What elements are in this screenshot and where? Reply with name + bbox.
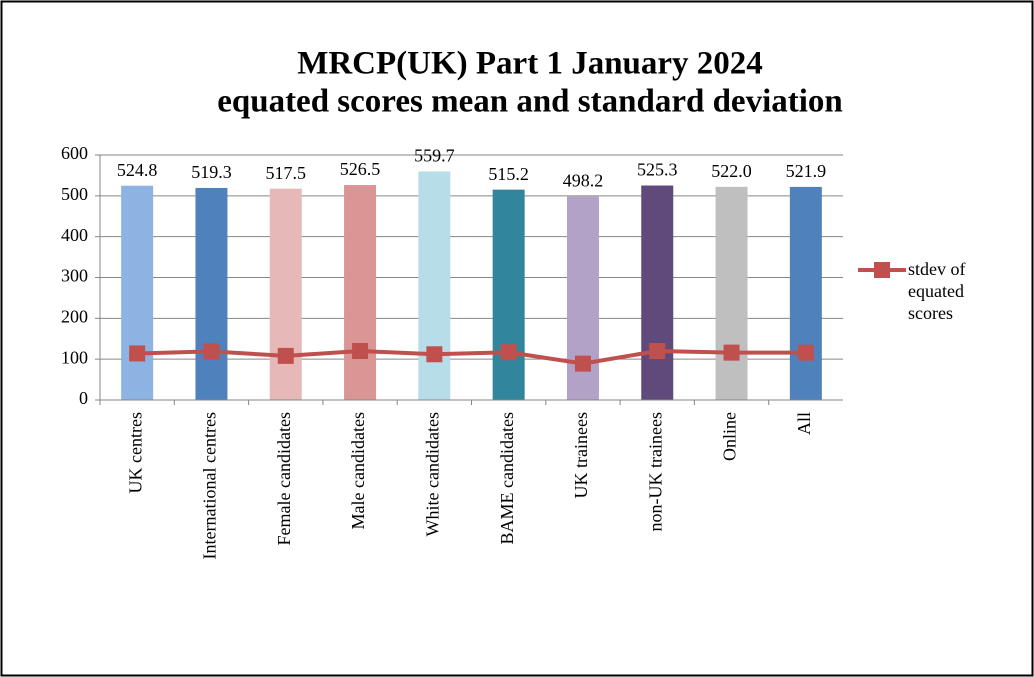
bar xyxy=(641,185,674,400)
data-label: 521.9 xyxy=(786,161,827,181)
y-tick-label: 200 xyxy=(61,306,88,326)
marker xyxy=(352,343,369,359)
data-label: 522.0 xyxy=(711,161,752,181)
x-tick-label: UK centres xyxy=(125,412,145,493)
bar xyxy=(269,188,302,400)
bar xyxy=(789,186,822,400)
marker xyxy=(649,343,666,359)
chart-title: equated scores mean and standard deviati… xyxy=(217,84,843,120)
legend: stdev of equated scores xyxy=(908,259,966,323)
x-tick-label: Male candidates xyxy=(348,412,368,529)
x-tick-label: All xyxy=(794,412,814,435)
y-tick-label: 400 xyxy=(61,225,88,245)
marker xyxy=(500,344,517,361)
bar xyxy=(715,186,748,400)
x-tick-label: White candidates xyxy=(422,412,442,536)
bar xyxy=(492,189,525,400)
marker xyxy=(203,343,220,360)
x-tick-label: Online xyxy=(720,412,740,461)
data-label: 559.7 xyxy=(414,146,455,166)
x-tick-label: BAME candidates xyxy=(497,412,517,544)
data-label: 524.8 xyxy=(117,160,158,180)
marker xyxy=(797,344,814,361)
marker xyxy=(129,345,146,362)
y-tick-label: 0 xyxy=(79,388,88,408)
line xyxy=(137,348,806,366)
data-label: 526.5 xyxy=(340,159,381,179)
legend-label: stdev of equated scores xyxy=(908,259,966,323)
marker xyxy=(426,346,443,363)
data-label: 517.5 xyxy=(266,163,307,183)
y-tick-label: 100 xyxy=(61,347,88,367)
x-tick-label: Female candidates xyxy=(274,412,294,545)
y-tick-label: 600 xyxy=(61,143,88,163)
marker xyxy=(723,344,740,361)
chart-title: MRCP(UK) Part 1 January 2024 xyxy=(297,46,763,82)
bar xyxy=(195,187,228,400)
data-label: 525.3 xyxy=(637,160,678,180)
data-label: 515.2 xyxy=(488,164,529,184)
data-label: 498.2 xyxy=(563,171,604,191)
marker xyxy=(574,355,591,372)
x-tick-label: UK trainees xyxy=(571,412,591,498)
bar xyxy=(121,185,154,400)
bar xyxy=(344,185,377,400)
bar xyxy=(418,171,451,400)
x-tick-label: non-UK trainees xyxy=(645,412,665,531)
legend-marker xyxy=(874,262,890,278)
data-label: 519.3 xyxy=(191,162,232,182)
marker xyxy=(277,347,294,364)
y-tick-label: 300 xyxy=(61,266,88,286)
y-tick-label: 500 xyxy=(61,184,88,204)
x-tick-label: International centres xyxy=(200,412,220,559)
